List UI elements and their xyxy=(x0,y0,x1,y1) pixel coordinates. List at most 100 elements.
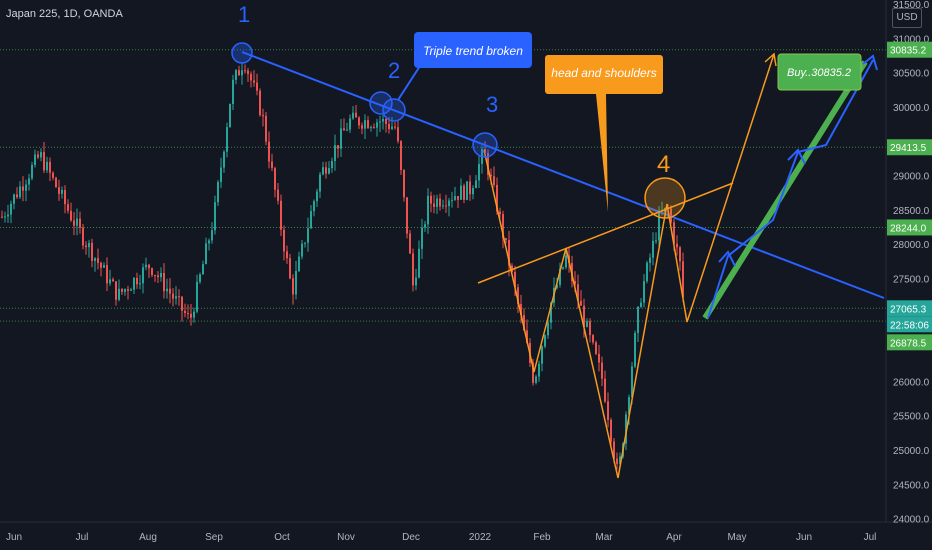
callout-green-box[interactable] xyxy=(777,53,862,91)
candle-body xyxy=(274,168,276,190)
candle-body xyxy=(97,258,99,263)
candle-body xyxy=(295,271,297,295)
candle-body xyxy=(415,277,417,286)
time-tick: May xyxy=(728,532,747,543)
price-tick: 30000.0 xyxy=(893,103,930,114)
candles xyxy=(1,62,684,470)
candle-body xyxy=(619,456,621,464)
price-tick: 24500.0 xyxy=(893,480,930,491)
candle-body xyxy=(376,122,378,128)
candle-body xyxy=(421,227,423,249)
blue-arrowhead-1 xyxy=(718,250,736,267)
candle-body xyxy=(577,284,579,301)
candle-body xyxy=(595,342,597,354)
candle-body xyxy=(1,216,3,218)
candle-body xyxy=(4,216,6,218)
candle-body xyxy=(361,125,363,129)
price-tick: 31000.0 xyxy=(893,34,930,45)
candle-body xyxy=(10,203,12,215)
callout-blue-box[interactable] xyxy=(414,32,532,68)
candle-body xyxy=(214,202,216,231)
callout-orange-box[interactable] xyxy=(545,55,663,94)
candle-body xyxy=(499,211,501,215)
candle-body xyxy=(397,127,399,142)
candle-body xyxy=(190,313,192,318)
candle-body xyxy=(244,70,246,72)
time-tick: Jul xyxy=(76,532,89,543)
time-tick: Mar xyxy=(595,532,613,543)
candle-body xyxy=(310,211,312,229)
time-tick: Aug xyxy=(139,532,157,543)
candle-body xyxy=(103,265,105,268)
candle-body xyxy=(76,218,78,226)
candle-body xyxy=(583,305,585,327)
candle-body xyxy=(436,198,438,207)
candle-body xyxy=(586,321,588,327)
candle-body xyxy=(109,279,111,284)
price-label-bg xyxy=(887,41,932,58)
price-label: 30835.2 xyxy=(890,46,927,57)
neckline[interactable] xyxy=(477,182,734,284)
time-tick: Nov xyxy=(337,532,355,543)
candle-body xyxy=(676,243,678,248)
peak-circle-2a xyxy=(369,91,393,115)
callout-blue-pointer xyxy=(397,65,421,101)
candle-body xyxy=(388,123,390,129)
candle-body xyxy=(67,204,69,211)
descending-trendline[interactable] xyxy=(241,51,885,299)
candle-body xyxy=(412,253,414,286)
candle-body xyxy=(175,296,177,299)
candle-body xyxy=(304,242,306,244)
candle-body xyxy=(256,82,258,91)
candle-body xyxy=(7,214,9,217)
candle-body xyxy=(385,118,387,124)
candle-body xyxy=(235,70,237,80)
price-tick: 27500.0 xyxy=(893,274,930,285)
candle-body xyxy=(154,275,156,277)
candle-body xyxy=(85,245,87,248)
candle-body xyxy=(487,152,489,175)
candle-body xyxy=(592,335,594,343)
candle-body xyxy=(70,210,72,221)
peak-circle-3 xyxy=(472,132,498,158)
candle-body xyxy=(49,161,51,173)
candle-body xyxy=(118,288,120,300)
price-label-bg xyxy=(887,219,932,236)
candle-body xyxy=(463,185,465,200)
candle-body xyxy=(655,240,657,242)
candle-body xyxy=(250,73,252,81)
pattern-zigzag[interactable] xyxy=(483,53,775,479)
candle-body xyxy=(31,164,33,179)
candle-body xyxy=(514,271,516,288)
candle-body xyxy=(406,197,408,234)
candle-body xyxy=(682,261,684,298)
candle-body xyxy=(301,243,303,257)
time-tick: Apr xyxy=(666,532,682,543)
candle-body xyxy=(646,262,648,282)
candle-body xyxy=(604,378,606,402)
candle-body xyxy=(442,205,444,207)
candle-body xyxy=(112,279,114,282)
candle-body xyxy=(34,154,36,165)
candle-body xyxy=(307,228,309,243)
candle-body xyxy=(454,196,456,200)
candle-body xyxy=(22,186,24,191)
price-label: 28244.0 xyxy=(890,223,927,234)
candle-body xyxy=(292,278,294,295)
currency-button[interactable]: USD xyxy=(892,8,922,28)
candle-body xyxy=(430,195,432,204)
candle-body xyxy=(40,152,42,158)
candle-body xyxy=(259,90,261,116)
candle-body xyxy=(325,167,327,174)
candle-body xyxy=(262,115,264,117)
candle-body xyxy=(637,306,639,333)
candle-body xyxy=(265,115,267,142)
candle-body xyxy=(241,70,243,76)
candle-body xyxy=(127,289,129,291)
candle-body xyxy=(625,414,627,444)
candle-body xyxy=(544,335,546,347)
candle-body xyxy=(313,201,315,212)
candle-body xyxy=(151,268,153,276)
candle-body xyxy=(439,198,441,207)
